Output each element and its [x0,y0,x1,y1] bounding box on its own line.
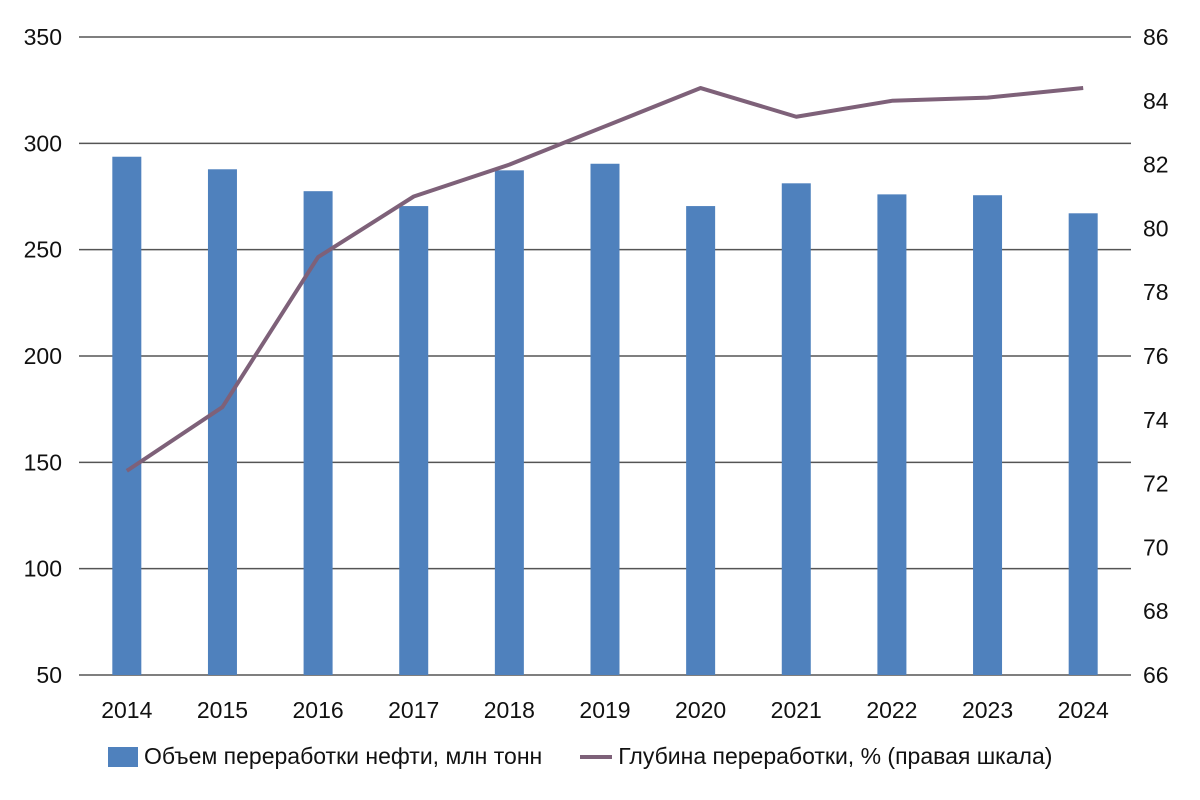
x-tick-label: 2020 [675,697,726,723]
bar-2016 [303,191,333,675]
x-tick-label: 2014 [101,697,152,723]
y-left-tick-label: 250 [24,237,62,263]
legend: Объем переработки нефти, млн тонн Глубин… [108,743,1052,770]
bar-2017 [399,206,429,675]
y-left-tick-label: 150 [24,449,62,475]
x-tick-label: 2024 [1058,697,1109,723]
y-right-tick-label: 84 [1143,88,1169,114]
y-right-tick-label: 68 [1143,598,1169,624]
y-right-tick-label: 80 [1143,215,1169,241]
x-tick-label: 2021 [771,697,822,723]
bar-2021 [781,183,811,675]
bar-2019 [590,163,620,675]
bar-2018 [494,170,524,676]
legend-bar-label: Объем переработки нефти, млн тонн [144,743,543,769]
chart: 50 100 150 200 250 300 350 66 68 70 72 74 76 78 80 82 84… [24,24,1169,723]
y-left-tick-label: 300 [24,130,62,156]
legend-bar-swatch [108,746,138,767]
x-tick-label: 2016 [293,697,344,723]
x-tick-label: 2023 [962,697,1013,723]
x-tick-label: 2018 [484,697,535,723]
bar-2024 [1068,213,1098,675]
bar-2022 [877,194,907,675]
y-right-tick-label: 72 [1143,471,1169,497]
bar-2020 [686,206,716,675]
legend-line-label: Глубина переработки, % (правая шкала) [618,743,1053,769]
x-tick-label: 2015 [197,697,248,723]
x-tick-label: 2019 [579,697,630,723]
bar-2014 [112,156,142,676]
x-tick-label: 2022 [866,697,917,723]
x-tick-label: 2017 [388,697,439,723]
y-right-tick-label: 70 [1143,534,1169,560]
y-right-tick-label: 78 [1143,279,1169,305]
y-right-tick-label: 66 [1143,662,1169,688]
y-right-tick-label: 86 [1143,24,1169,50]
y-left-tick-label: 200 [24,343,62,369]
y-left-tick-label: 100 [24,556,62,582]
y-left-tick-label: 350 [24,24,62,50]
legend-line-swatch [580,754,613,759]
y-left-tick-label: 50 [36,662,62,688]
y-right-tick-label: 82 [1143,152,1169,178]
bar-2015 [207,169,237,675]
y-right-tick-label: 74 [1143,407,1169,433]
bar-2023 [973,195,1003,675]
y-right-tick-label: 76 [1143,343,1169,369]
